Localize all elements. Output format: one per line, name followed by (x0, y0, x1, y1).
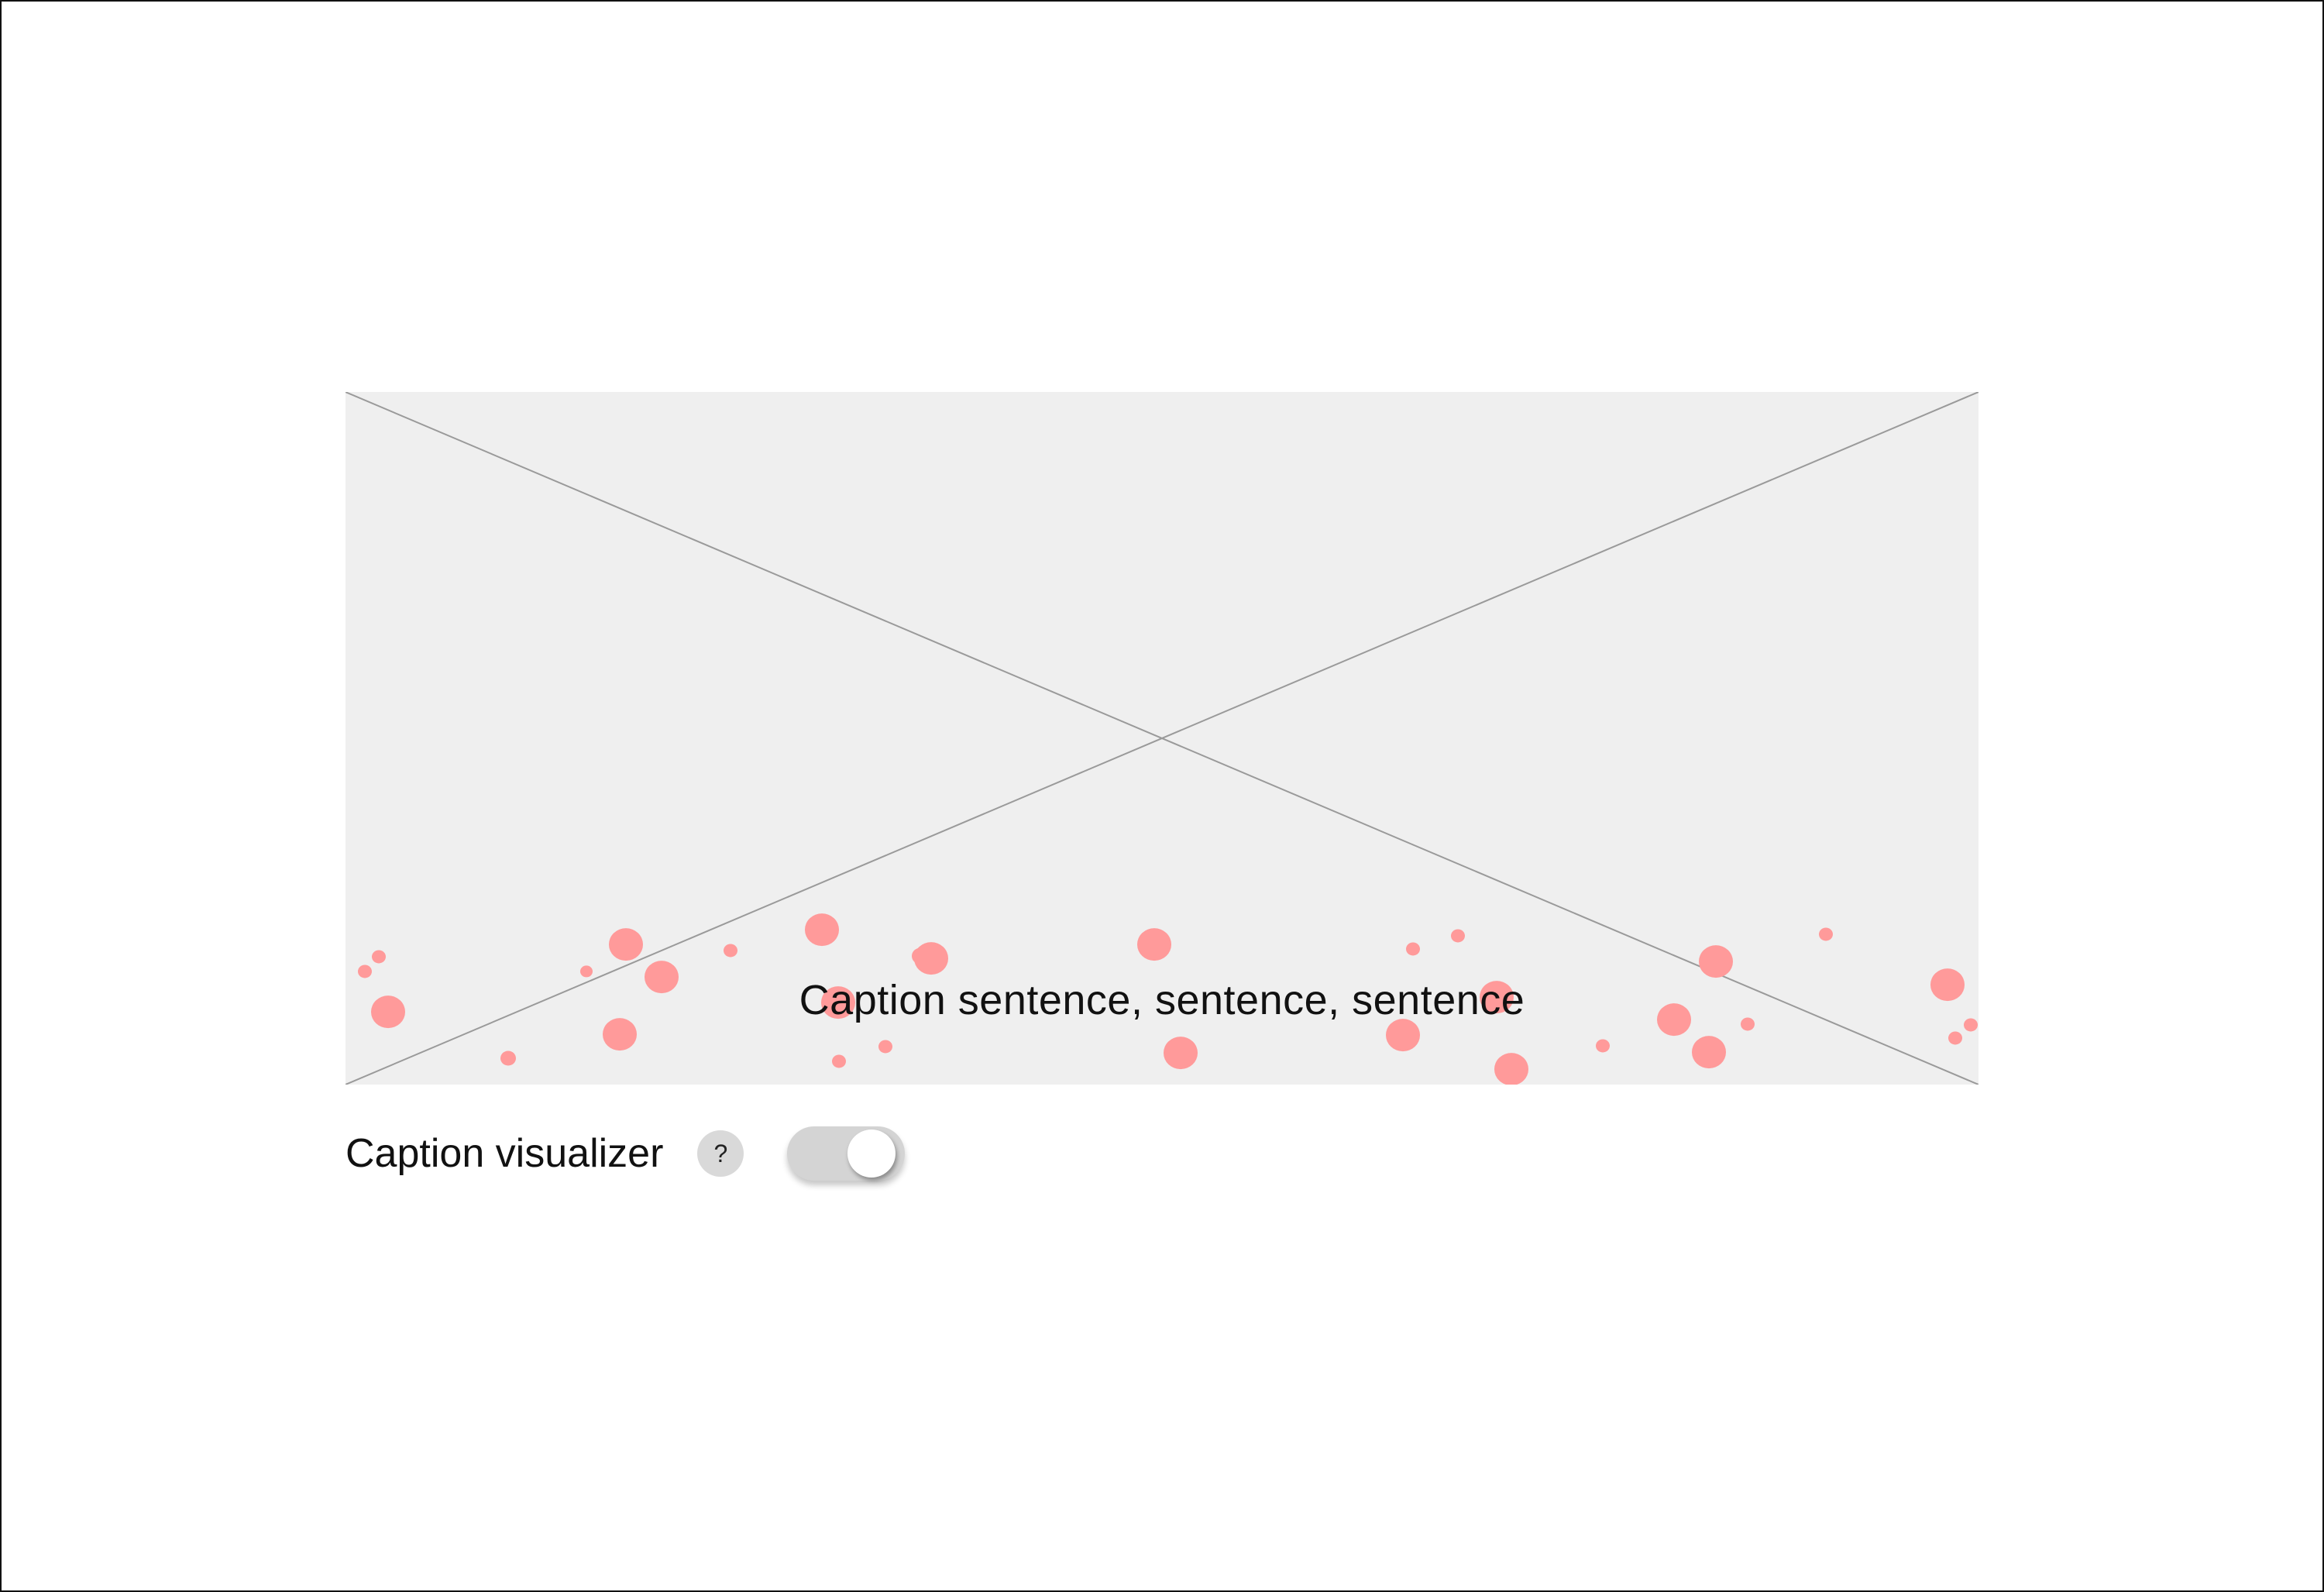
visualizer-bubble (1494, 1053, 1528, 1085)
visualizer-bubble (1137, 928, 1171, 961)
visualizer-bubble (1164, 1037, 1198, 1069)
visualizer-bubble (1741, 1017, 1755, 1031)
visualizer-bubble (1964, 1018, 1978, 1032)
help-glyph: ? (713, 1139, 728, 1167)
visualizer-bubble (372, 950, 386, 964)
visualizer-bubble (805, 913, 839, 946)
visualizer-bubble (603, 1018, 637, 1050)
visualizer-bubble (371, 995, 405, 1028)
visualizer-bubble (1451, 929, 1465, 943)
visualizer-bubble (1596, 1039, 1610, 1053)
media-placeholder: Caption sentence, sentence, sentence (346, 392, 1978, 1085)
visualizer-bubble (912, 947, 929, 964)
visualizer-bubble (832, 1054, 846, 1068)
visualizer-bubble (724, 944, 737, 958)
visualizer-bubble (821, 986, 855, 1019)
visualizer-bubble (1819, 927, 1833, 941)
caption-visualizer-controls: Caption visualizer ? (346, 1126, 906, 1181)
visualizer-bubble (1692, 1036, 1726, 1068)
visualizer-bubble (878, 1040, 892, 1054)
visualizer-bubble (500, 1050, 516, 1066)
caption-text: Caption sentence, sentence, sentence (799, 977, 1525, 1023)
visualizer-bubble (645, 961, 679, 993)
help-icon[interactable]: ? (697, 1130, 744, 1177)
visualizer-bubble (1699, 945, 1733, 978)
visualizer-bubble (1386, 1019, 1420, 1051)
caption-visualizer-bubbles (346, 392, 1978, 1085)
visualizer-bubble (1406, 942, 1420, 956)
visualizer-bubble (609, 928, 643, 961)
visualizer-bubble (1657, 1003, 1691, 1036)
caption-visualizer-toggle[interactable] (787, 1126, 906, 1181)
caption-visualizer-label: Caption visualizer (346, 1131, 664, 1176)
visualizer-bubble (358, 964, 372, 978)
visualizer-bubble (1948, 1031, 1962, 1045)
visualizer-bubble (580, 965, 593, 978)
visualizer-bubble (1480, 981, 1514, 1013)
visualizer-bubble (1930, 968, 1965, 1001)
toggle-knob (847, 1130, 896, 1178)
